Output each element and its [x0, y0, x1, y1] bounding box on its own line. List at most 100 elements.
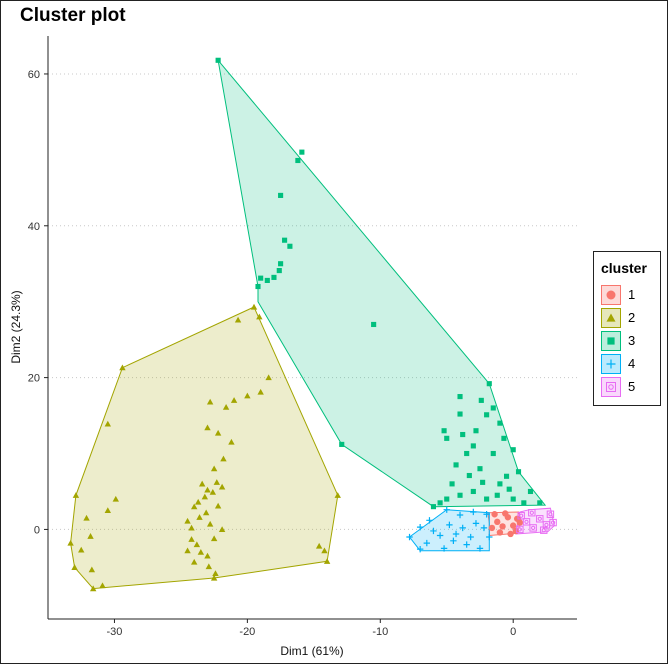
cluster-1-point [502, 510, 509, 517]
cluster-3-point [464, 450, 470, 457]
cluster-2-point [222, 404, 230, 410]
cluster-2-point [228, 438, 235, 445]
cluster-4-point [426, 517, 433, 524]
cluster-3-point [484, 496, 490, 502]
cluster-2-point [72, 492, 80, 498]
legend-label: 4 [628, 356, 636, 371]
cluster-2-point [210, 465, 218, 472]
cluster-2-point [209, 489, 217, 495]
cluster-5-point-inner [537, 516, 542, 521]
cluster-2-point [230, 397, 238, 403]
legend-item-5: 5 [601, 377, 657, 397]
cluster-4-point [483, 511, 490, 518]
cluster-2-point [198, 480, 206, 487]
cluster-4-point [456, 511, 464, 519]
cluster-1-point [491, 511, 498, 518]
cluster-3-point [457, 411, 463, 417]
cluster-2-point [265, 374, 272, 381]
cluster-2-point [220, 455, 227, 462]
legend-symbol-3 [607, 337, 615, 345]
cluster-2-point [323, 558, 331, 564]
cluster-2-point [334, 492, 341, 498]
cluster-3-point [449, 481, 455, 487]
cluster-2-point [214, 502, 222, 509]
cluster-2-point [256, 313, 263, 320]
cluster-3-point [276, 268, 282, 274]
cluster-4-point [459, 524, 466, 532]
cluster-5-point [536, 515, 544, 523]
cluster-3-point [295, 157, 301, 164]
cluster-4-point [416, 545, 424, 553]
y-tick-label: 60 [28, 69, 40, 81]
cluster-3-point [480, 479, 486, 485]
cluster-2-point [204, 424, 211, 431]
cluster-2-point [213, 479, 221, 485]
cluster-5-point [517, 512, 525, 520]
cluster-3-point [478, 397, 484, 403]
cluster-5-point-outer [528, 509, 536, 517]
cluster-4-point [416, 523, 424, 531]
cluster-1-point [510, 522, 517, 529]
cluster-2-point [214, 429, 222, 436]
cluster-4-point [480, 524, 488, 532]
cluster-5-point-inner [550, 520, 556, 525]
cluster-3-point [437, 500, 443, 506]
cluster-3-point [515, 469, 522, 475]
cluster-2-point [315, 542, 323, 549]
legend-key-2 [601, 308, 621, 328]
cluster-4-point [470, 508, 477, 516]
legend-marker-5 [606, 382, 616, 392]
cluster-5-point-outer [516, 525, 524, 534]
cluster-5-point [540, 526, 548, 534]
cluster-5-point-outer [529, 524, 537, 532]
y-tick-label: 0 [34, 524, 40, 536]
cluster-3-point [490, 405, 496, 411]
cluster-4-point [423, 539, 431, 547]
cluster-3-point [510, 496, 516, 502]
cluster-1-point [488, 524, 496, 532]
cluster-3-point [506, 486, 512, 492]
cluster-3-point [441, 428, 447, 434]
x-axis-label: Dim1 (61%) [280, 644, 343, 658]
cluster-3-point [501, 435, 507, 441]
cluster-4-point [467, 533, 474, 541]
cluster-3-point [537, 500, 543, 506]
cluster-3-point [521, 500, 527, 506]
cluster-hulls [70, 58, 555, 590]
legend-key-5 [601, 377, 621, 397]
cluster-4-point [406, 533, 413, 541]
cluster-3-point [264, 277, 270, 283]
cluster-5-point [549, 518, 557, 527]
cluster-4-point [476, 545, 484, 552]
cluster-3-point [453, 462, 459, 468]
y-tick-label: 20 [28, 373, 40, 385]
legend-symbol-1 [606, 290, 616, 300]
cluster-2-point [78, 546, 85, 553]
cluster-2-point [112, 495, 119, 502]
cluster-4-point [446, 521, 453, 529]
cluster-3-point [457, 492, 463, 498]
cluster-1-point [507, 530, 514, 538]
legend-marker-4 [606, 359, 616, 369]
cluster-points [67, 57, 557, 592]
legend-item-4: 4 [601, 354, 657, 374]
cluster-3-point [258, 275, 264, 281]
cluster-hull-2 [70, 306, 339, 590]
cluster-2-point [201, 493, 209, 500]
cluster-4-point [472, 520, 480, 527]
cluster-2-point [234, 316, 242, 323]
cluster-2-point [188, 524, 195, 531]
cluster-2-point [205, 563, 213, 570]
legend-item-2: 2 [601, 308, 657, 328]
cluster-2-point [212, 570, 219, 577]
legend-label: 2 [628, 310, 636, 325]
cluster-2-point [218, 526, 226, 532]
cluster-2-point [119, 364, 126, 371]
legend-label: 3 [628, 333, 636, 348]
cluster-2-point [184, 547, 191, 554]
cluster-3-point [497, 481, 503, 487]
legend-label: 1 [628, 287, 636, 302]
cluster-4-point [440, 545, 448, 552]
cluster-4-point [443, 506, 450, 513]
x-tick-label: 0 [510, 626, 516, 638]
